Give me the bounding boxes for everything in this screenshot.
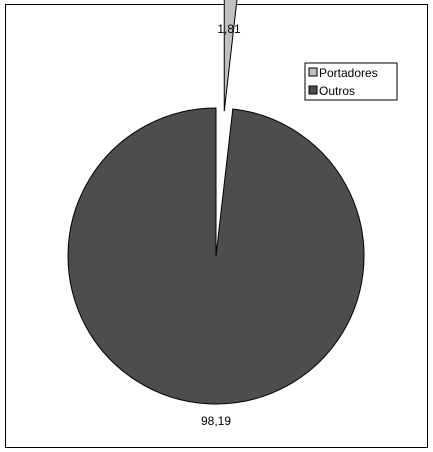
legend-swatch-outros (308, 85, 318, 95)
legend-label-outros: Outros (319, 84, 355, 98)
legend: Portadores Outros (304, 62, 398, 101)
data-label-outros: 98,19 (201, 414, 231, 428)
pie-slice-outros (67, 107, 365, 405)
data-label-portadores: 1,81 (217, 22, 241, 36)
legend-swatch-portadores (308, 67, 318, 77)
legend-label-portadores: Portadores (319, 66, 378, 80)
pie-slice-portadores (223, 0, 238, 112)
